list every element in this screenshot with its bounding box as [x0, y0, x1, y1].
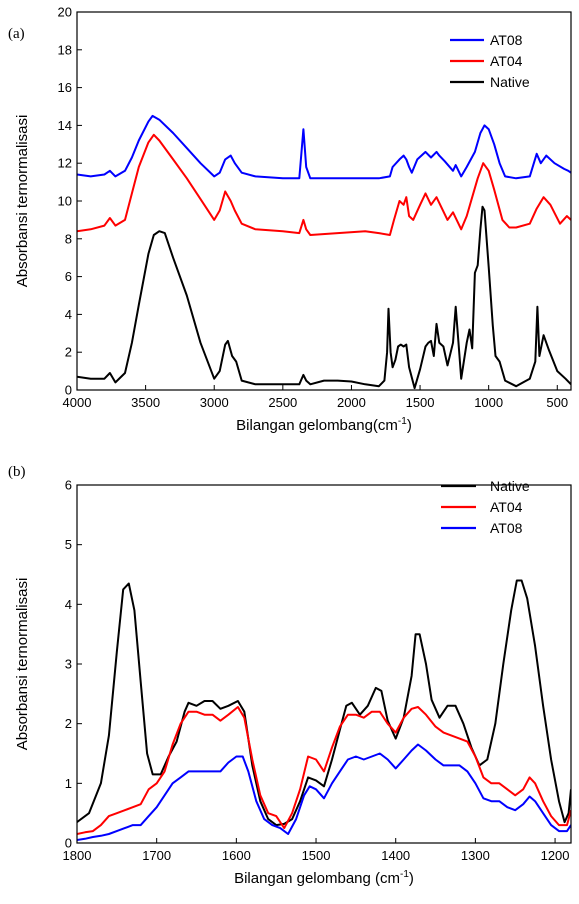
series-line-native	[77, 579, 571, 827]
y-tick-label: 1	[65, 776, 72, 791]
x-tick-label: 1300	[461, 848, 490, 863]
x-tick-label: 2000	[337, 395, 366, 410]
series-line-native	[77, 205, 571, 390]
y-tick-label: 4	[65, 307, 72, 322]
legend: AT08 AT04 Native	[450, 32, 530, 90]
y-tick-label: 20	[58, 5, 72, 20]
panel-label: (a)	[8, 26, 25, 42]
legend-label-native: Native	[490, 478, 530, 494]
x-axis-label-close: )	[407, 417, 412, 434]
x-tick-label: 1400	[381, 848, 410, 863]
y-tick-label: 3	[65, 657, 72, 672]
plot-frame	[76, 484, 572, 844]
x-axis-label: Bilangan gelombang(cm-1)	[236, 416, 412, 434]
x-tick-label: 3000	[200, 395, 229, 410]
panel-b: 1800 1700 1600 1500 1400 1300 1200 0 1 2 3 4 5 6 Bilan…	[8, 464, 572, 887]
y-tick-label: 4	[65, 597, 72, 612]
legend-label-at08: AT08	[490, 520, 523, 536]
x-tick-label: 2500	[268, 395, 297, 410]
x-tick-label: 1800	[63, 848, 92, 863]
x-tick-label: 1500	[406, 395, 435, 410]
legend-label-at04: AT04	[490, 499, 523, 515]
x-axis-label: Bilangan gelombang (cm-1)	[234, 869, 414, 887]
x-tick-label: 1500	[302, 848, 331, 863]
series-line-at08	[77, 114, 571, 180]
series-line-at04	[77, 133, 571, 236]
y-tick-label: 2	[65, 345, 72, 360]
y-tick-label: 16	[58, 80, 72, 95]
y-tick-label: 12	[58, 156, 72, 171]
x-tick-label: 4000	[63, 395, 92, 410]
x-tick-label: 1200	[541, 848, 570, 863]
series-line-at04	[77, 706, 571, 835]
y-tick-label: 18	[58, 42, 72, 57]
x-tick-label: 500	[546, 395, 568, 410]
plot-area	[77, 579, 571, 841]
legend-label-native: Native	[490, 74, 530, 90]
x-tick-label: 1000	[474, 395, 503, 410]
plot-area	[77, 114, 571, 390]
x-tick-label: 3500	[131, 395, 160, 410]
y-tick-label: 0	[65, 383, 72, 398]
y-axis-label: Absorbansi ternormalisasi	[14, 115, 31, 288]
y-tick-label: 10	[58, 194, 72, 209]
x-axis-label-close: )	[409, 870, 414, 887]
x-axis-label-text: Bilangan gelombang (cm	[234, 870, 400, 887]
y-tick-label: 8	[65, 231, 72, 246]
legend-label-at08: AT08	[490, 32, 523, 48]
y-tick-label: 6	[65, 269, 72, 284]
y-tick-label: 14	[58, 118, 72, 133]
legend-label-at04: AT04	[490, 53, 523, 69]
legend: Native AT04 AT08	[441, 478, 530, 536]
y-tick-label: 5	[65, 537, 72, 552]
y-tick-label: 0	[65, 836, 72, 851]
y-axis-label: Absorbansi ternormalisasi	[14, 578, 31, 751]
x-axis-label-text: Bilangan gelombang(cm	[236, 417, 398, 434]
x-axis-label-sup: -1	[400, 869, 409, 880]
y-tick-label: 2	[65, 716, 72, 731]
panel-label: (b)	[8, 464, 26, 480]
y-tick-label: 6	[65, 478, 72, 493]
x-tick-label: 1700	[142, 848, 171, 863]
x-axis-label-sup: -1	[398, 416, 407, 427]
x-tick-label: 1600	[222, 848, 251, 863]
panel-a: 4000 3500 3000 2500 2000 1500 1000 500 0 2 4 6 8 10 12…	[8, 5, 572, 434]
series-line-at08	[77, 743, 571, 841]
